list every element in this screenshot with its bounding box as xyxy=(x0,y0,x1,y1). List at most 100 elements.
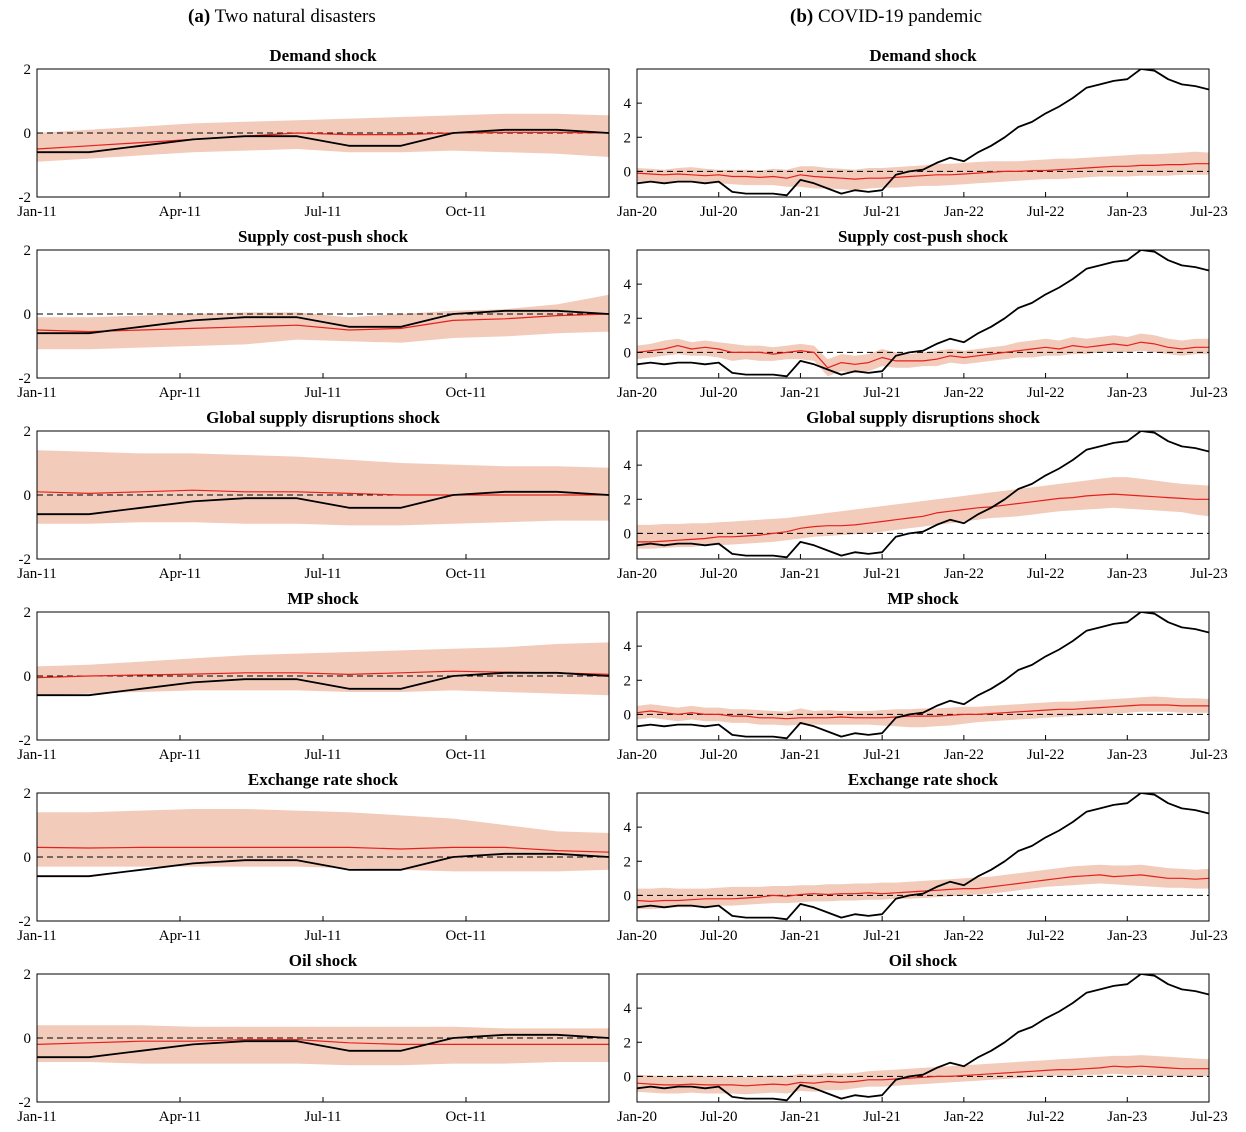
x-tick-label: Jul-11 xyxy=(305,385,342,401)
x-tick-label: Jul-20 xyxy=(700,385,738,401)
y-tick-label: 0 xyxy=(24,850,32,866)
subplot-a-5: Oil shock -2 0 2 Jan-11 Apr-11 Jul-11 Oct-11 xyxy=(17,951,610,1125)
x-tick-label: Jan-22 xyxy=(944,204,984,220)
x-tick-label: Jan-21 xyxy=(780,385,820,401)
subplot-b-4: Exchange rate shock 0 2 4 Jan-20 Jul-20 Jan-21… xyxy=(617,770,1228,944)
axes-box xyxy=(636,973,1210,1103)
x-tick-label: Jul-22 xyxy=(1027,566,1065,582)
x-tick-label: Jul-22 xyxy=(1027,385,1065,401)
x-tick-label: Jul-11 xyxy=(305,204,342,220)
x-tick-label: Jul-22 xyxy=(1027,928,1065,944)
y-tick-label: 2 xyxy=(24,967,32,983)
panel-b-label: COVID-19 pandemic xyxy=(817,6,983,27)
x-tick-label: Jan-20 xyxy=(617,1109,657,1125)
median-line xyxy=(37,313,609,333)
x-tick-label: Jan-23 xyxy=(1107,928,1147,944)
x-tick-label: Jan-22 xyxy=(944,385,984,401)
actual-line xyxy=(37,671,609,697)
axes-box xyxy=(636,249,1210,379)
y-tick-label: 4 xyxy=(624,96,632,112)
x-tick-label: Jul-21 xyxy=(863,928,901,944)
x-tick-label: Jan-20 xyxy=(617,747,657,763)
axes-box xyxy=(636,430,1210,560)
subplot-a-3: MP shock -2 0 2 Jan-11 Apr-11 Jul-11 Oct-11 xyxy=(17,589,610,763)
y-tick-label: -2 xyxy=(19,552,32,568)
credible-band xyxy=(37,642,609,696)
y-tick-label: 4 xyxy=(624,277,632,293)
plot-area xyxy=(637,612,1209,740)
x-tick-label: Jan-22 xyxy=(944,928,984,944)
x-tick-label: Jan-23 xyxy=(1107,1109,1147,1125)
y-tick-label: 0 xyxy=(624,707,632,723)
subplot-a-0: Demand shock -2 0 2 Jan-11 Apr-11 Jul-11 Oct-11 xyxy=(17,46,610,220)
actual-line xyxy=(37,1033,609,1059)
x-tick-label: Jul-21 xyxy=(863,566,901,582)
x-tick-label: Jul-23 xyxy=(1190,747,1228,763)
subplot-b-5: Oil shock 0 2 4 Jan-20 Jul-20 Jan-21 Jul-21 Jan-… xyxy=(617,951,1228,1125)
y-tick-label: 0 xyxy=(624,1069,632,1085)
x-tick-label: Jul-11 xyxy=(305,1109,342,1125)
x-tick-label: Jul-23 xyxy=(1190,385,1228,401)
subplot-a-1: Supply cost-push shock -2 0 2 Jan-11 Apr-11 Ju… xyxy=(17,227,610,401)
actual-line xyxy=(637,431,1209,559)
credible-band xyxy=(37,113,609,162)
subplot-a-4: Exchange rate shock -2 0 2 Jan-11 Apr-11 Jul-1… xyxy=(17,770,610,944)
x-tick-label: Jan-21 xyxy=(780,747,820,763)
x-tick-label: Jan-22 xyxy=(944,1109,984,1125)
panel-a-label: Two natural disasters xyxy=(214,6,376,27)
median-line xyxy=(637,163,1209,180)
subplot-title: MP shock xyxy=(287,589,359,608)
axes-box xyxy=(636,68,1210,198)
x-tick-label: Jul-21 xyxy=(863,747,901,763)
x-tick-label: Jul-21 xyxy=(863,385,901,401)
plot-area xyxy=(637,69,1209,197)
panel-a-title: (a) Two natural disasters xyxy=(188,6,376,28)
x-tick-label: Oct-11 xyxy=(445,747,486,763)
y-tick-label: 2 xyxy=(24,243,32,259)
x-tick-label: Jan-22 xyxy=(944,566,984,582)
x-tick-label: Jan-20 xyxy=(617,204,657,220)
subplot-title: Supply cost-push shock xyxy=(238,227,409,246)
plot-area xyxy=(637,974,1209,1102)
x-tick-label: Jul-11 xyxy=(305,566,342,582)
subplot-title: Demand shock xyxy=(269,46,377,65)
median-line xyxy=(37,489,609,496)
panel-b-title: (b) COVID-19 pandemic xyxy=(790,6,982,28)
median-line xyxy=(637,874,1209,902)
x-tick-label: Oct-11 xyxy=(445,1109,486,1125)
median-line xyxy=(637,493,1209,543)
x-tick-label: Jul-20 xyxy=(700,566,738,582)
subplot-title: Exchange rate shock xyxy=(248,770,399,789)
y-tick-label: 2 xyxy=(624,492,632,508)
plot-area xyxy=(37,113,609,162)
median-line xyxy=(637,1065,1209,1087)
y-tick-label: -2 xyxy=(19,914,32,930)
axes-box xyxy=(636,611,1210,741)
x-tick-label: Jul-22 xyxy=(1027,204,1065,220)
actual-line xyxy=(637,69,1209,197)
y-tick-label: -2 xyxy=(19,371,32,387)
x-tick-label: Oct-11 xyxy=(445,928,486,944)
y-tick-label: 2 xyxy=(624,1035,632,1051)
x-tick-label: Jan-20 xyxy=(617,385,657,401)
x-tick-label: Jan-11 xyxy=(17,1109,56,1125)
x-tick-label: Jan-11 xyxy=(17,566,56,582)
y-tick-label: 0 xyxy=(624,164,632,180)
x-tick-label: Jan-20 xyxy=(617,566,657,582)
median-line xyxy=(637,341,1209,369)
x-tick-label: Jul-22 xyxy=(1027,747,1065,763)
x-tick-label: Jan-21 xyxy=(780,204,820,220)
subplot-b-2: Global supply disruptions shock 0 2 4 Jan-20… xyxy=(617,408,1228,582)
actual-line xyxy=(637,974,1209,1102)
subplot-title: MP shock xyxy=(887,589,959,608)
x-tick-label: Apr-11 xyxy=(159,747,201,763)
subplot-b-0: Demand shock 0 2 4 Jan-20 Jul-20 Jan-21 Jul-21 J… xyxy=(617,46,1228,220)
x-tick-label: Jul-21 xyxy=(863,204,901,220)
y-tick-label: 4 xyxy=(624,458,632,474)
y-tick-label: 0 xyxy=(24,1031,32,1047)
y-tick-label: 2 xyxy=(24,62,32,78)
y-tick-label: 2 xyxy=(24,424,32,440)
credible-band xyxy=(37,450,609,526)
x-tick-label: Jan-11 xyxy=(17,747,56,763)
